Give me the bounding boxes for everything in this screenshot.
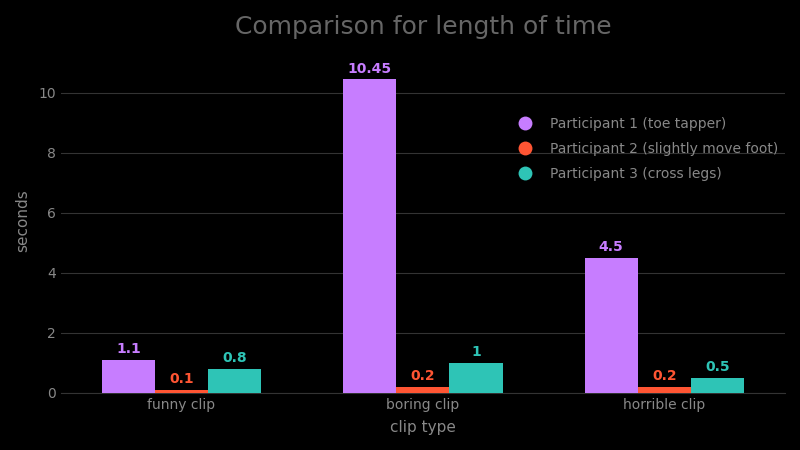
Text: 0.2: 0.2 [652, 369, 677, 383]
Text: 0.1: 0.1 [170, 372, 194, 386]
Text: 1: 1 [471, 345, 481, 359]
Bar [450, 363, 502, 393]
Text: 0.8: 0.8 [222, 351, 247, 365]
Text: 4.5: 4.5 [599, 240, 623, 254]
Bar [155, 390, 208, 393]
Text: 10.45: 10.45 [348, 62, 392, 76]
Bar [585, 258, 638, 393]
Bar [208, 369, 261, 393]
Legend: Participant 1 (toe tapper), Participant 2 (slightly move foot), Participant 3 (c: Participant 1 (toe tapper), Participant … [511, 117, 778, 181]
Bar [396, 387, 450, 393]
X-axis label: clip type: clip type [390, 420, 456, 435]
Y-axis label: seconds: seconds [15, 189, 30, 252]
Text: 0.5: 0.5 [705, 360, 730, 374]
Bar [691, 378, 744, 393]
Bar [638, 387, 691, 393]
Bar [102, 360, 155, 393]
Text: 1.1: 1.1 [116, 342, 141, 356]
Title: Comparison for length of time: Comparison for length of time [234, 15, 611, 39]
Text: 0.2: 0.2 [410, 369, 435, 383]
Bar [343, 79, 396, 393]
